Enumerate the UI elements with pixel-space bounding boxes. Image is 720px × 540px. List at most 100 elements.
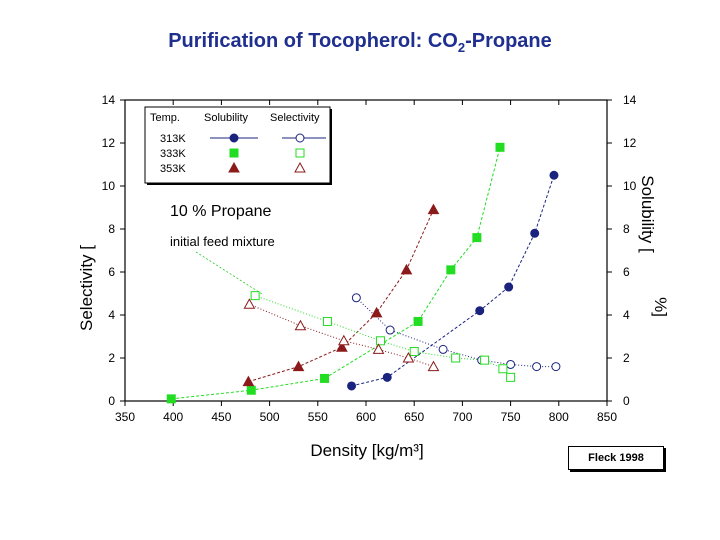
point-solubility-333K bbox=[472, 233, 482, 243]
series-lines bbox=[171, 147, 556, 400]
legend-header-temp: Temp. bbox=[150, 112, 180, 124]
y-tick-label-right: 12 bbox=[623, 136, 637, 150]
y-axis-label-left: Selectivity [ bbox=[77, 245, 96, 331]
y-tick-label-left: 8 bbox=[108, 222, 115, 236]
point-selectivity-313K bbox=[532, 362, 542, 372]
point-solubility-333K bbox=[166, 394, 176, 404]
x-tick-label: 800 bbox=[549, 410, 569, 424]
point-selectivity-333K bbox=[375, 336, 385, 346]
title-subscript: 2 bbox=[457, 40, 466, 55]
point-solubility-333K bbox=[446, 265, 456, 275]
x-tick-label: 350 bbox=[115, 410, 135, 424]
x-tick-label: 600 bbox=[356, 410, 376, 424]
annotation-propane: 10 % Propane bbox=[170, 203, 272, 220]
legend-solubility-marker bbox=[229, 148, 239, 158]
y-tick-label-right: 2 bbox=[623, 351, 630, 365]
point-solubility-353K bbox=[242, 375, 255, 387]
y-tick-label-right: 14 bbox=[623, 93, 637, 107]
point-solubility-333K bbox=[246, 385, 256, 395]
point-solubility-333K bbox=[413, 316, 423, 326]
point-selectivity-353K bbox=[337, 334, 350, 346]
point-solubility-333K bbox=[495, 142, 505, 152]
point-solubility-353K bbox=[400, 263, 413, 275]
point-selectivity-333K bbox=[480, 355, 490, 365]
point-solubility-313K bbox=[475, 306, 485, 316]
slide-title: Purification of Tocopherol: CO2-Propane bbox=[0, 30, 720, 55]
y-tick-label-left: 2 bbox=[108, 351, 115, 365]
point-selectivity-313K bbox=[506, 359, 516, 369]
series-line-solubility-313K bbox=[351, 175, 555, 387]
y-tick-label-left: 6 bbox=[108, 265, 115, 279]
point-solubility-313K bbox=[504, 282, 514, 292]
x-tick-label: 450 bbox=[211, 410, 231, 424]
x-tick-label: 850 bbox=[597, 410, 617, 424]
x-axis-label: Density [kg/m³] bbox=[310, 441, 423, 460]
legend-selectivity-marker bbox=[295, 148, 305, 158]
point-solubility-313K bbox=[347, 381, 357, 391]
legend-selectivity-marker bbox=[295, 133, 305, 143]
point-selectivity-313K bbox=[438, 344, 448, 354]
point-selectivity-353K bbox=[294, 319, 307, 331]
legend-solubility-marker bbox=[229, 133, 239, 143]
y-axis-label-right: Solubility [ bbox=[638, 175, 657, 253]
point-solubility-313K bbox=[382, 372, 392, 382]
y-tick-label-left: 12 bbox=[102, 136, 116, 150]
series-line-selectivity-333K bbox=[254, 295, 511, 378]
series-markers bbox=[166, 142, 561, 404]
y-axis-label-right-unit: %] bbox=[651, 297, 670, 317]
point-solubility-353K bbox=[336, 341, 348, 352]
y-tick-label-left: 10 bbox=[102, 179, 116, 193]
y-tick-label-left: 14 bbox=[102, 93, 116, 107]
point-selectivity-333K bbox=[409, 347, 419, 357]
point-selectivity-333K bbox=[506, 372, 516, 382]
point-selectivity-333K bbox=[451, 353, 461, 363]
point-solubility-313K bbox=[549, 170, 559, 180]
y-tick-label-right: 8 bbox=[623, 222, 630, 236]
x-tick-label: 500 bbox=[260, 410, 280, 424]
y-tick-label-left: 4 bbox=[108, 308, 115, 322]
point-selectivity-313K bbox=[385, 325, 395, 335]
credit-box: Fleck 1998 bbox=[568, 446, 664, 470]
point-selectivity-353K bbox=[372, 343, 385, 354]
legend-header-solubility: Solubility bbox=[204, 112, 249, 124]
y-tick-label-left: 0 bbox=[108, 394, 115, 408]
annotation-pointer bbox=[195, 251, 263, 295]
legend: Temp. Solubility Selectivity 313K 333K 353… bbox=[144, 106, 332, 185]
point-selectivity-313K bbox=[551, 362, 561, 372]
point-solubility-353K bbox=[370, 306, 383, 318]
legend-temp-label: 313K bbox=[160, 133, 186, 145]
point-solubility-353K bbox=[292, 360, 305, 372]
x-tick-label: 650 bbox=[404, 410, 424, 424]
y-tick-label-right: 6 bbox=[623, 265, 630, 279]
point-selectivity-353K bbox=[243, 298, 256, 309]
legend-solubility-marker bbox=[228, 161, 240, 173]
legend-header-selectivity: Selectivity bbox=[270, 112, 320, 124]
x-tick-label: 750 bbox=[501, 410, 521, 424]
point-selectivity-333K bbox=[322, 316, 332, 326]
point-solubility-313K bbox=[530, 228, 540, 238]
y-tick-label-right: 10 bbox=[623, 179, 637, 193]
legend-selectivity-marker bbox=[294, 161, 306, 173]
point-selectivity-333K bbox=[498, 364, 508, 374]
point-solubility-333K bbox=[320, 373, 330, 383]
y-tick-label-right: 0 bbox=[623, 394, 630, 408]
axis-ticks: 350 400 450 500 550 600 650 700 750 800 850 0 0 2 2 4 4 6… bbox=[102, 93, 637, 424]
x-tick-label: 550 bbox=[308, 410, 328, 424]
annotations: 10 % Propane initial feed mixture bbox=[170, 203, 275, 295]
x-tick-label: 400 bbox=[163, 410, 183, 424]
y-tick-label-right: 4 bbox=[623, 308, 630, 322]
series-line-solubility-353K bbox=[248, 209, 434, 383]
point-selectivity-333K bbox=[250, 291, 260, 301]
legend-temp-label: 333K bbox=[160, 148, 186, 160]
legend-temp-label: 353K bbox=[160, 163, 186, 175]
point-selectivity-353K bbox=[427, 360, 440, 372]
title-suffix: -Propane bbox=[465, 30, 552, 52]
x-tick-label: 700 bbox=[452, 410, 472, 424]
point-selectivity-313K bbox=[351, 293, 361, 303]
legend-rows: 313K 333K 353K bbox=[160, 133, 326, 175]
annotation-initial-feed: initial feed mixture bbox=[170, 234, 275, 249]
title-main: Purification of Tocopherol: CO bbox=[168, 30, 458, 52]
point-solubility-353K bbox=[427, 203, 440, 215]
point-selectivity-353K bbox=[402, 351, 415, 363]
